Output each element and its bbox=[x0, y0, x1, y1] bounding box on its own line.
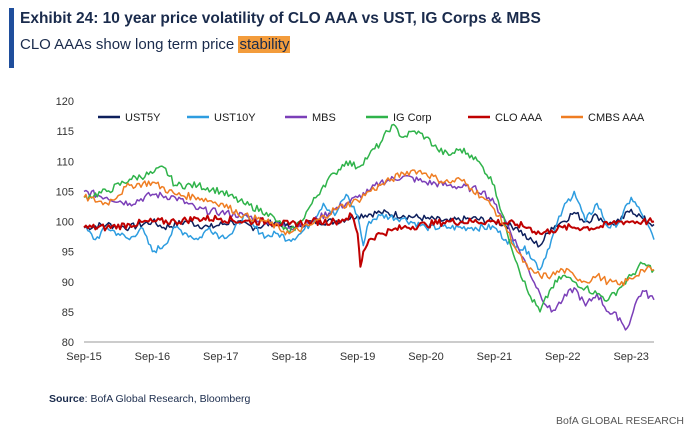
y-tick-label: 85 bbox=[62, 307, 74, 319]
legend-label: MBS bbox=[312, 112, 336, 124]
y-tick-label: 90 bbox=[62, 277, 74, 289]
series-line-clo-aaa bbox=[83, 212, 655, 268]
series-line-ust5y bbox=[83, 208, 655, 248]
series-line-ust10y bbox=[83, 190, 655, 271]
x-tick-label: Sep-21 bbox=[477, 351, 512, 363]
y-tick-label: 95 bbox=[62, 247, 74, 259]
legend-label: UST10Y bbox=[214, 112, 256, 124]
y-axis: 80 85 90 95 100 105 110 115 120 bbox=[56, 96, 74, 349]
x-tick-label: Sep-22 bbox=[545, 351, 580, 363]
source-label: Source bbox=[49, 393, 85, 405]
y-tick-label: 115 bbox=[56, 126, 74, 138]
chart-title: Exhibit 24: 10 year price volatility of … bbox=[20, 10, 541, 27]
legend-label: UST5Y bbox=[125, 112, 161, 124]
brand-footer: BofA GLOBAL RESEARCH bbox=[556, 415, 684, 427]
series-line-cmbs-aaa bbox=[83, 169, 655, 287]
series-line-ig-corp bbox=[83, 123, 655, 313]
subtitle-text: CLO AAAs show long term price bbox=[20, 36, 239, 53]
x-tick-label: Sep-19 bbox=[340, 351, 375, 363]
legend-label: IG Corp bbox=[393, 112, 432, 124]
chart-subtitle: CLO AAAs show long term price stability bbox=[20, 36, 291, 53]
legend-label: CMBS AAA bbox=[588, 112, 645, 124]
plot-area bbox=[83, 123, 655, 331]
source-text: : BofA Global Research, Bloomberg bbox=[84, 393, 251, 405]
source-note: Source: BofA Global Research, Bloomberg bbox=[49, 393, 250, 405]
legend: UST5Y UST10Y MBS IG Corp CLO AAA CMBS AAA bbox=[98, 112, 645, 124]
x-tick-label: Sep-20 bbox=[408, 351, 443, 363]
subtitle-highlight: stability bbox=[238, 36, 291, 53]
y-tick-label: 110 bbox=[56, 156, 74, 168]
x-tick-label: Sep-15 bbox=[66, 351, 101, 363]
x-tick-label: Sep-16 bbox=[135, 351, 170, 363]
legend-label: CLO AAA bbox=[495, 112, 543, 124]
y-tick-label: 80 bbox=[62, 337, 74, 349]
title-accent-bar bbox=[9, 8, 14, 68]
y-tick-label: 105 bbox=[56, 186, 74, 198]
y-tick-label: 100 bbox=[56, 217, 74, 229]
x-tick-label: Sep-23 bbox=[613, 351, 648, 363]
x-tick-label: Sep-18 bbox=[271, 351, 306, 363]
y-tick-label: 120 bbox=[56, 96, 74, 108]
x-axis: Sep-15 Sep-16 Sep-17 Sep-18 Sep-19 Sep-20 Sep-… bbox=[66, 341, 654, 363]
x-tick-label: Sep-17 bbox=[203, 351, 238, 363]
